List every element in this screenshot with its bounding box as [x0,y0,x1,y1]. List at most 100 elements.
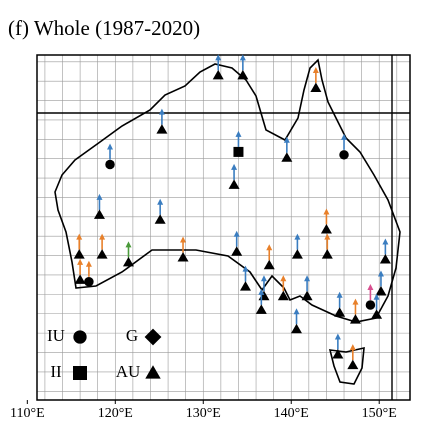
station [154,198,166,224]
station [228,163,240,189]
station [177,236,189,262]
station [320,208,332,234]
arrow-head [233,230,240,237]
marker-triangle [332,348,344,359]
x-tick-label: 150°E [362,406,397,421]
arrow-head [304,275,311,282]
arrow-head [294,233,301,240]
x-tick-label: 120°E [98,406,133,421]
marker-circle [84,277,94,287]
arrow-head [283,136,290,143]
station [349,298,361,324]
station [231,230,243,256]
arrow-head [377,270,384,277]
marker-triangle [156,124,168,134]
marker-triangle [122,256,134,267]
station [365,284,376,310]
chart-title: (f) Whole (1987-2020) [8,16,200,40]
legend-label: IU [47,326,65,345]
arrow-head [293,308,300,315]
station [122,241,134,267]
arrow-head [349,344,356,351]
station [233,130,244,157]
arrow-head [258,288,265,295]
arrow-head [312,66,319,73]
station [263,244,275,270]
station [291,233,303,259]
station [255,288,267,314]
station [74,258,86,284]
station [347,344,359,370]
coastline [54,58,401,323]
marker-triangle [96,249,108,259]
marker-triangle [277,290,289,301]
legend-label: AU [116,362,141,381]
station [310,66,322,92]
arrow-head [336,291,343,298]
station [375,270,387,296]
station [281,136,293,162]
arrow-head [157,198,164,205]
marker-circle [73,330,87,344]
arrow-head [99,233,106,240]
marker-triangle [375,285,387,296]
station [301,275,313,301]
marker-square [73,366,87,380]
marker-triangle [349,314,361,324]
marker-triangle [291,323,303,334]
marker-triangle [93,209,105,219]
station [93,193,105,219]
arrow-head [260,275,267,282]
station [105,143,115,170]
legend-label: II [50,362,62,381]
marker-circle [365,300,376,310]
arrow-head [334,333,341,340]
arrow-head [324,233,331,240]
marker-square [233,146,244,157]
marker-circle [105,159,115,170]
arrow-head [239,54,246,61]
station [291,308,303,334]
marker-triangle [228,179,240,189]
station [237,54,249,80]
arrow-head [107,143,114,150]
arrow-head [215,54,222,61]
marker-triangle [74,274,86,284]
arrow-head [352,298,359,305]
arrow-head [280,275,287,282]
x-tick-label: 140°E [274,406,309,421]
station [73,233,85,259]
legend-label: G [126,326,138,345]
marker-triangle [310,82,322,92]
marker-triangle [177,252,189,262]
marker-triangle [263,259,275,270]
marker-triangle [255,304,267,314]
marker-triangle [73,249,85,259]
station [96,233,108,259]
arrow-head [242,265,249,272]
arrow-head [341,133,348,140]
arrow-head [367,284,374,291]
arrow-head [266,244,273,251]
marker-triangle [281,152,293,162]
marker-triangle [145,365,161,379]
marker-circle [339,150,349,160]
station [371,293,383,319]
marker-triangle [291,249,303,259]
station [84,260,94,287]
marker-triangle [371,309,383,319]
station [379,238,391,264]
arrow-head [85,260,92,267]
arrow-head [77,258,84,265]
arrow-head [96,193,103,200]
arrow-head [235,130,242,137]
marker-triangle [379,253,391,264]
map-frame [36,54,411,401]
arrow-head [76,233,83,240]
station [332,333,344,359]
station [212,54,224,80]
station [339,133,349,160]
marker-triangle [237,69,249,80]
tasmania [328,346,365,385]
